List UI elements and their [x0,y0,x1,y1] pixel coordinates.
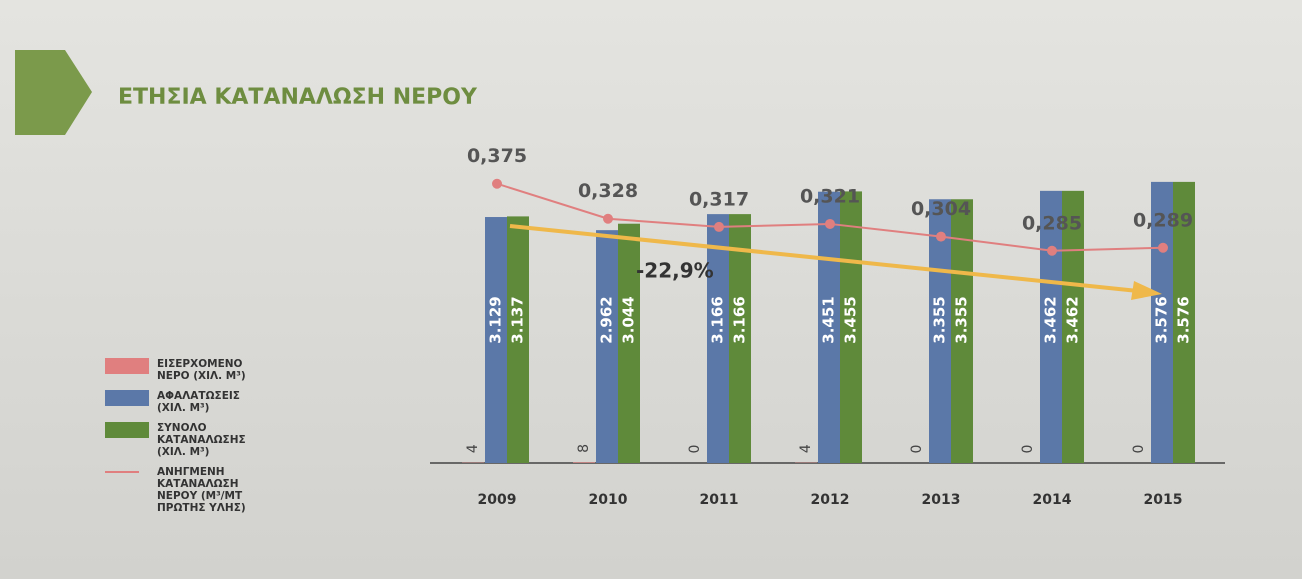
legend-swatch [105,422,149,438]
trend-arrowhead [1131,281,1162,300]
legend-label: ΑΝΗΓΜΕΝΗ ΚΑΤΑΝΑΛΩΣΗ ΝΕΡΟΥ (Μ³/ΜΤ ΠΡΩΤΗΣ … [157,466,246,514]
line-point [603,213,613,224]
bar-value-label: 8 [576,444,592,453]
bar [573,462,595,463]
line-value-label: 0,328 [578,180,638,202]
bar [596,230,618,463]
bar-value-label: 2.962 [598,296,616,343]
line-point [492,178,502,189]
bar-value-label: 0 [1131,445,1147,454]
bar-value-label: 3.451 [820,296,838,343]
legend: ΕΙΣΕΡΧΟΜΕΝΟ ΝΕΡΟ (ΧΙΛ. Μ³) ΑΦΑΛΑΤΩΣΕΙΣ (Χ… [105,358,325,522]
line-point [825,218,835,229]
bar-value-label: 3.166 [709,296,727,343]
legend-label: ΣΥΝΟΛΟ ΚΑΤΑΝΑΛΩΣΗΣ (ΧΙΛ. Μ³) [157,422,246,458]
trend-arrow [509,224,1139,293]
bar [1062,190,1084,463]
legend-label: ΕΙΣΕΡΧΟΜΕΝΟ ΝΕΡΟ (ΧΙΛ. Μ³) [157,358,246,382]
bar-value-label: 3.129 [487,296,505,343]
bar-value-label: 3.576 [1153,296,1171,343]
line-point [714,221,724,232]
x-tick-label: 2010 [589,492,628,508]
legend-item: ΑΝΗΓΜΕΝΗ ΚΑΤΑΝΑΛΩΣΗ ΝΕΡΟΥ (Μ³/ΜΤ ΠΡΩΤΗΣ … [105,466,325,514]
bar [729,214,751,463]
x-tick-label: 2015 [1144,492,1183,508]
bar-value-label: 3.355 [953,296,971,343]
bar [507,216,529,463]
bar [951,199,973,464]
legend-label: ΑΦΑΛΑΤΩΣΕΙΣ (ΧΙΛ. Μ³) [157,390,240,414]
bar-value-label: 3.137 [509,296,527,343]
legend-item: ΑΦΑΛΑΤΩΣΕΙΣ (ΧΙΛ. Μ³) [105,390,325,414]
legend-swatch [105,358,149,374]
bar [1040,190,1062,463]
title-banner [15,50,92,135]
legend-item: ΣΥΝΟΛΟ ΚΑΤΑΝΑΛΩΣΗΣ (ΧΙΛ. Μ³) [105,422,325,458]
bar-value-label: 4 [465,444,481,453]
x-tick-label: 2012 [811,492,850,508]
line-point [1047,245,1057,256]
bar [929,199,951,464]
bar [485,217,507,463]
bar-value-label: 4 [798,444,814,453]
bar-value-label: 0 [687,445,703,454]
chart-title: ΕΤΗΣΙΑ ΚΑΤΑΝΑΛΩΣΗ ΝΕΡΟΥ [118,85,478,110]
bar-value-label: 3.355 [931,296,949,343]
line-value-label: 0,289 [1133,209,1193,231]
line-value-label: 0,304 [911,198,971,220]
bar-value-label: 3.462 [1064,296,1082,343]
bar-value-label: 0 [1020,445,1036,454]
line-point [1158,242,1168,253]
line-value-label: 0,285 [1022,212,1082,234]
legend-item: ΕΙΣΕΡΧΟΜΕΝΟ ΝΕΡΟ (ΧΙΛ. Μ³) [105,358,325,382]
line-value-label: 0,375 [467,145,527,167]
line-value-label: 0,317 [689,188,749,210]
bar [618,223,640,463]
x-tick-label: 2011 [700,492,739,508]
x-tick-label: 2014 [1033,492,1072,508]
bar-value-label: 3.166 [731,296,749,343]
bar-value-label: 3.455 [842,296,860,343]
bar [1151,181,1173,464]
annotation: -22,9% [636,259,714,283]
bar-value-label: 0 [909,445,925,454]
bar-value-label: 3.462 [1042,296,1060,343]
x-tick-label: 2009 [478,492,517,508]
line-point [936,231,946,242]
x-tick-label: 2013 [922,492,961,508]
legend-swatch [105,471,139,473]
bar [707,214,729,463]
bar-value-label: 3.576 [1175,296,1193,343]
legend-swatch [105,390,149,406]
bar [1173,181,1195,464]
bar-value-label: 3.044 [620,296,638,343]
line-value-label: 0,321 [800,185,860,207]
